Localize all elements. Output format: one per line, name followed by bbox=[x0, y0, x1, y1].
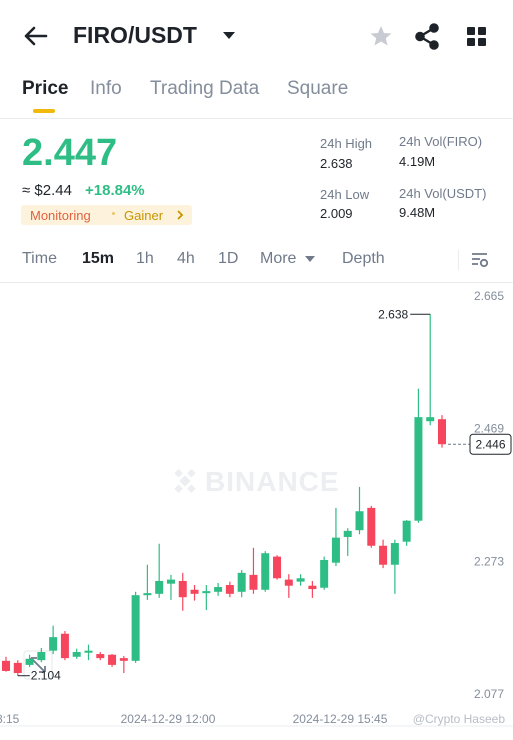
candle-body bbox=[426, 417, 435, 422]
candle-body bbox=[225, 585, 234, 594]
stat-label: 24h Vol(FIRO) bbox=[399, 134, 483, 149]
candle-body bbox=[343, 530, 352, 537]
current-price-label: 2.446 bbox=[475, 438, 505, 452]
tag[interactable]: Monitoring bbox=[30, 208, 91, 223]
y-tick-label: 2.665 bbox=[474, 289, 504, 303]
candle-body bbox=[190, 589, 199, 594]
stat-label: 24h High bbox=[320, 136, 373, 151]
divider bbox=[0, 282, 513, 283]
approx-price: ≈ $2.44 bbox=[22, 182, 72, 199]
interval[interactable]: More bbox=[260, 250, 297, 267]
candle-body bbox=[155, 580, 164, 594]
candle-body bbox=[143, 593, 152, 596]
candle-body bbox=[249, 574, 258, 590]
pair-name[interactable]: FIRO/USDT bbox=[73, 22, 197, 48]
low-label: 2.104 bbox=[31, 669, 61, 683]
candle-body bbox=[296, 578, 305, 582]
x-tick-label: 29 08:15 bbox=[0, 712, 20, 726]
last-price: 2.447 bbox=[22, 132, 118, 174]
candle-body bbox=[72, 652, 81, 657]
candle-body bbox=[84, 650, 93, 653]
stat-label: 24h Low bbox=[320, 187, 370, 202]
candle-body bbox=[367, 507, 376, 546]
share-button[interactable] bbox=[415, 23, 439, 50]
candle-body bbox=[96, 654, 105, 659]
divider bbox=[458, 250, 459, 270]
stat-value: 2.638 bbox=[320, 156, 353, 171]
stat-value: 9.48M bbox=[399, 205, 436, 220]
candle-body bbox=[119, 658, 128, 661]
candle-body bbox=[108, 654, 117, 665]
candle-body bbox=[37, 652, 46, 661]
tag[interactable]: Gainer bbox=[124, 208, 164, 223]
candle-body bbox=[390, 543, 399, 565]
candle-body bbox=[379, 545, 388, 565]
favorite-star[interactable] bbox=[370, 26, 392, 46]
divider bbox=[0, 118, 513, 119]
tab[interactable]: Square bbox=[287, 78, 349, 99]
candle-body bbox=[273, 556, 282, 579]
interval[interactable]: Depth bbox=[342, 250, 385, 267]
top-bar-icons bbox=[24, 23, 486, 50]
candle-body bbox=[284, 579, 293, 586]
candle-body bbox=[320, 559, 329, 588]
tag-arrow bbox=[177, 210, 184, 220]
back-button[interactable] bbox=[24, 26, 48, 46]
candle-body bbox=[2, 660, 10, 671]
candle-body bbox=[308, 585, 317, 590]
interval[interactable]: 15m bbox=[82, 250, 115, 267]
stat-value: 2.009 bbox=[320, 206, 353, 221]
grid-menu[interactable] bbox=[467, 27, 486, 46]
high-label: 2.638 bbox=[378, 307, 408, 321]
watermark-logo bbox=[174, 468, 196, 494]
stat-label: 24h Vol(USDT) bbox=[399, 186, 487, 201]
candle-body bbox=[438, 419, 446, 445]
more-dropdown[interactable] bbox=[304, 255, 316, 263]
y-tick-label: 2.469 bbox=[474, 422, 504, 436]
current-price-box bbox=[469, 433, 512, 455]
interval[interactable]: 4h bbox=[177, 250, 195, 267]
pair-dropdown[interactable] bbox=[223, 32, 235, 39]
candle-body bbox=[202, 591, 211, 594]
y-tick-label: 2.273 bbox=[474, 554, 504, 568]
price-change: +18.84% bbox=[85, 182, 145, 199]
y-tick-label: 2.077 bbox=[474, 687, 504, 701]
chart-settings[interactable] bbox=[470, 251, 490, 269]
interval[interactable]: 1D bbox=[218, 250, 239, 267]
candle-body bbox=[131, 595, 140, 661]
candle-body bbox=[178, 580, 187, 598]
candle-body bbox=[166, 579, 175, 584]
candle-body bbox=[355, 511, 364, 531]
candle-body bbox=[414, 417, 423, 521]
tab[interactable]: Trading Data bbox=[150, 78, 260, 99]
candle-body bbox=[402, 520, 411, 542]
candle-body bbox=[331, 537, 340, 563]
credit: @Crypto Haseeb bbox=[413, 712, 506, 726]
x-tick-label: 2024-12-29 12:00 bbox=[121, 712, 216, 726]
candle-body bbox=[237, 572, 246, 592]
candle-body bbox=[13, 662, 22, 674]
tab[interactable]: Price bbox=[22, 78, 69, 99]
candle-body bbox=[261, 553, 270, 590]
interval[interactable]: Time bbox=[22, 250, 57, 267]
interval[interactable]: 1h bbox=[136, 250, 154, 267]
tag-separator bbox=[112, 212, 115, 215]
stat-value: 4.19M bbox=[399, 154, 436, 169]
candlestick-chart: BINANCE 29 08:15 2024-12-29 12:00 2024-1… bbox=[0, 289, 513, 727]
tag-bar[interactable] bbox=[21, 205, 192, 225]
candle-body bbox=[25, 658, 34, 665]
x-tick-label: 2024-12-29 15:45 bbox=[293, 712, 388, 726]
tab-indicator bbox=[33, 109, 55, 113]
tab[interactable]: Info bbox=[90, 78, 122, 99]
candle-body bbox=[214, 587, 223, 592]
watermark: BINANCE bbox=[205, 466, 340, 497]
candle-body bbox=[49, 637, 58, 651]
candle-body bbox=[60, 633, 69, 659]
